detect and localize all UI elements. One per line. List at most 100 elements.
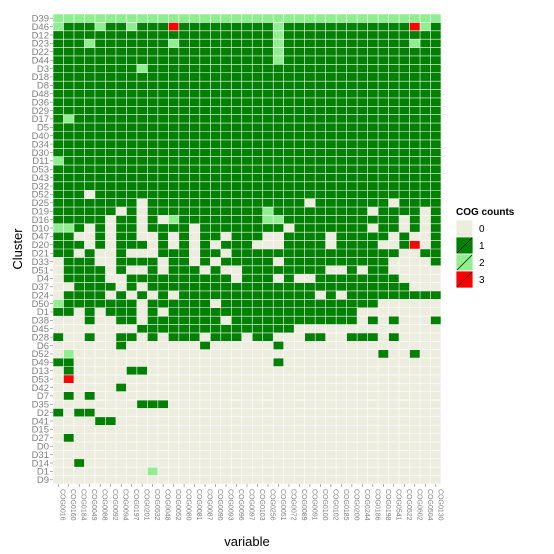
heatmap-cell: [336, 391, 347, 401]
heatmap-cell: [199, 416, 211, 426]
heatmap-cell: [168, 39, 179, 48]
heatmap-cell: [336, 106, 347, 115]
heatmap-cell: [168, 156, 179, 166]
heatmap-cell: [115, 442, 127, 451]
heatmap-cell: [210, 232, 221, 241]
heatmap-cell: [105, 106, 116, 115]
heatmap-cell: [63, 433, 74, 443]
heatmap-cell: [199, 89, 211, 98]
heatmap-cell: [430, 274, 441, 283]
heatmap-cell: [399, 442, 410, 451]
heatmap-cell: [105, 223, 116, 233]
heatmap-cell: [53, 467, 64, 476]
heatmap-cell: [252, 290, 263, 300]
heatmap-cell: [231, 374, 242, 384]
heatmap-cell: [84, 341, 95, 350]
heatmap-cell: [63, 131, 74, 140]
heatmap-cell: [252, 30, 263, 40]
heatmap-cell: [147, 416, 158, 426]
heatmap-cell: [304, 358, 316, 367]
heatmap-cell: [367, 307, 379, 317]
heatmap-cell: [409, 148, 421, 157]
heatmap-cell: [378, 173, 389, 182]
heatmap-cell: [325, 240, 337, 249]
heatmap-cell: [399, 81, 410, 90]
heatmap-cell: [105, 89, 116, 98]
heatmap-cell: [136, 81, 148, 90]
heatmap-cell: [105, 47, 116, 56]
heatmap-cell: [178, 307, 190, 317]
heatmap-cell: [367, 55, 379, 65]
heatmap-cell: [126, 265, 137, 275]
heatmap-cell: [283, 458, 295, 468]
heatmap-cell: [378, 55, 389, 65]
heatmap-cell: [283, 391, 295, 401]
heatmap-cell: [73, 139, 85, 149]
heatmap-cell: [252, 215, 263, 224]
heatmap-cell: [220, 207, 232, 216]
heatmap-cell: [430, 442, 441, 451]
y-tick-label: D9: [37, 475, 49, 486]
heatmap-cell: [220, 332, 232, 342]
heatmap-cell: [241, 55, 253, 65]
heatmap-cell: [168, 22, 179, 31]
heatmap-cell: [210, 442, 221, 451]
heatmap-cell: [273, 39, 284, 48]
heatmap-cell: [294, 408, 305, 417]
heatmap-cell: [325, 408, 337, 417]
heatmap-cell: [73, 416, 85, 426]
heatmap-cell: [168, 383, 179, 392]
heatmap-cell: [189, 139, 200, 149]
heatmap-cell: [409, 332, 421, 342]
x-tick-label: COG0185: [342, 489, 349, 521]
heatmap-cell: [178, 22, 190, 31]
heatmap-cell: [199, 249, 211, 258]
heatmap-cell: [367, 156, 379, 166]
heatmap-cell: [157, 290, 169, 300]
heatmap-cell: [231, 97, 242, 107]
heatmap-cell: [168, 148, 179, 157]
heatmap-cell: [115, 232, 127, 241]
heatmap-cell: [178, 416, 190, 426]
heatmap-cell: [210, 274, 221, 283]
heatmap-cell: [136, 299, 148, 308]
heatmap-cell: [315, 47, 326, 56]
heatmap-cell: [168, 139, 179, 149]
heatmap-cell: [294, 72, 305, 82]
heatmap-cell: [147, 72, 158, 82]
heatmap-cell: [168, 299, 179, 308]
heatmap-cell: [199, 207, 211, 216]
heatmap-cell: [136, 55, 148, 65]
heatmap-cell: [357, 131, 368, 140]
heatmap-cell: [210, 14, 221, 23]
heatmap-cell: [325, 249, 337, 258]
heatmap-cell: [241, 39, 253, 48]
heatmap-cell: [157, 450, 169, 459]
heatmap-cell: [294, 341, 305, 350]
heatmap-cell: [241, 383, 253, 392]
heatmap-cell: [262, 165, 274, 174]
heatmap-cell: [115, 181, 127, 191]
heatmap-cell: [73, 14, 85, 23]
heatmap-cell: [304, 30, 316, 40]
heatmap-cell: [53, 190, 64, 199]
heatmap-cell: [63, 114, 74, 124]
heatmap-cell: [409, 391, 421, 401]
heatmap-cell: [105, 148, 116, 157]
heatmap-cell: [367, 374, 379, 384]
heatmap-cell: [378, 316, 389, 325]
heatmap-cell: [252, 89, 263, 98]
heatmap-cell: [283, 55, 295, 65]
heatmap-cell: [283, 47, 295, 56]
heatmap-cell: [283, 181, 295, 191]
heatmap-cell: [252, 475, 263, 484]
heatmap-cell: [388, 232, 400, 241]
heatmap-cell: [126, 156, 137, 166]
heatmap-cell: [294, 400, 305, 409]
heatmap-cell: [157, 39, 169, 48]
heatmap-cell: [115, 332, 127, 342]
heatmap-cell: [241, 47, 253, 56]
heatmap-cell: [241, 274, 253, 283]
heatmap-cell: [241, 450, 253, 459]
heatmap-cell: [136, 307, 148, 317]
